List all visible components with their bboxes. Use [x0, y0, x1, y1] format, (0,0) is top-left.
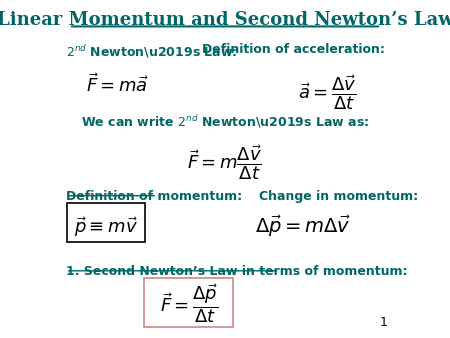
Text: $\vec{F} = \dfrac{\Delta\vec{p}}{\Delta t}$: $\vec{F} = \dfrac{\Delta\vec{p}}{\Delta … — [160, 283, 218, 325]
Text: $\vec{F} = m\dfrac{\Delta\vec{v}}{\Delta t}$: $\vec{F} = m\dfrac{\Delta\vec{v}}{\Delta… — [187, 143, 263, 182]
Text: $\vec{F} = m\vec{a}$: $\vec{F} = m\vec{a}$ — [86, 73, 148, 96]
FancyBboxPatch shape — [67, 203, 145, 242]
Text: 1. Second Newton’s Law in terms of momentum:: 1. Second Newton’s Law in terms of momen… — [66, 265, 407, 278]
Text: Definition of momentum:: Definition of momentum: — [66, 190, 242, 203]
FancyBboxPatch shape — [144, 279, 234, 327]
Text: Change in momentum:: Change in momentum: — [259, 190, 418, 203]
Text: Definition of acceleration:: Definition of acceleration: — [202, 43, 384, 56]
Text: $\Delta\vec{p} = m\Delta\vec{v}$: $\Delta\vec{p} = m\Delta\vec{v}$ — [255, 213, 351, 239]
Text: $\vec{a} = \dfrac{\Delta\vec{v}}{\Delta t}$: $\vec{a} = \dfrac{\Delta\vec{v}}{\Delta … — [297, 73, 356, 112]
Text: Linear Momentum and Second Newton’s Law: Linear Momentum and Second Newton’s Law — [0, 11, 450, 29]
Text: $2^{nd}$ Newton\u2019s Law:: $2^{nd}$ Newton\u2019s Law: — [66, 43, 237, 60]
Text: 1: 1 — [380, 316, 388, 329]
Text: We can write $2^{nd}$ Newton\u2019s Law as:: We can write $2^{nd}$ Newton\u2019s Law … — [81, 113, 369, 130]
Text: $\vec{p} \equiv m\vec{v}$: $\vec{p} \equiv m\vec{v}$ — [74, 215, 138, 239]
